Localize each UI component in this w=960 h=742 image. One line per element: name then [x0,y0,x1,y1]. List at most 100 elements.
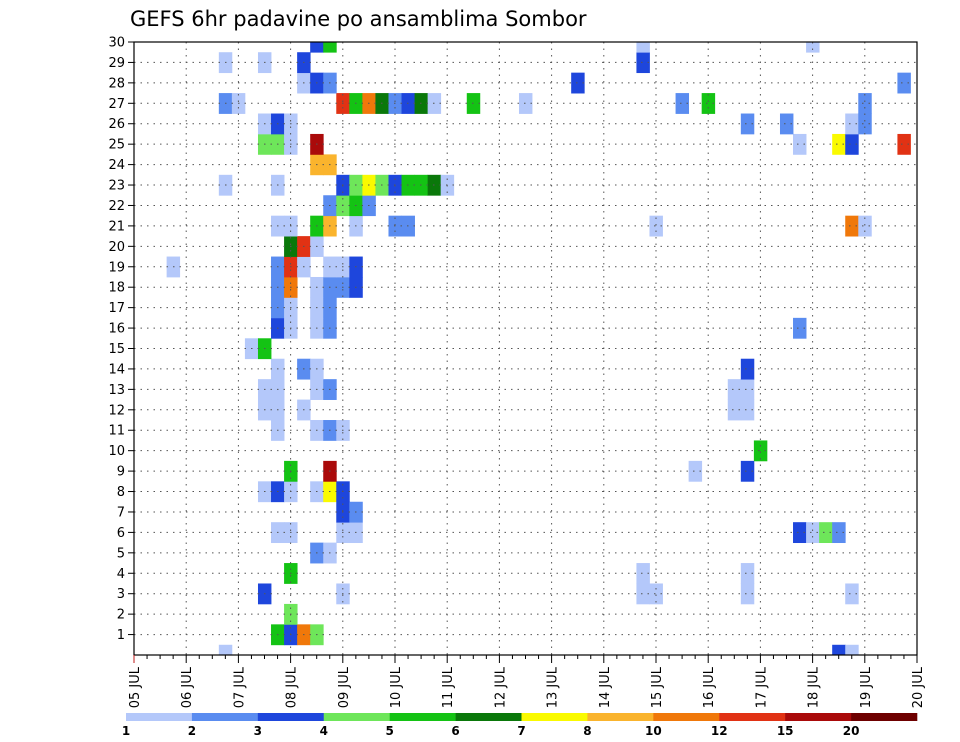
x-tick-label: 08 JUL [285,666,300,708]
heatmap-cell [845,215,859,237]
y-tick-label: 5 [117,546,125,561]
heatmap-cell [636,583,650,605]
colorbar-swatch [653,713,720,721]
heatmap-cells [166,42,911,655]
heatmap-cell [793,522,807,544]
heatmap-cell [845,113,859,135]
heatmap-cell [740,460,755,482]
colorbar-label: 4 [320,724,328,738]
y-tick-label: 19 [108,260,125,275]
x-tick-label: 14 JUL [598,666,613,708]
y-tick-label: 24 [108,158,125,173]
x-tick-label: 05 JUL [128,666,143,708]
x-tick-label: 11 JUL [441,666,456,708]
colorbar-label: 7 [517,724,525,738]
heatmap-cell [727,399,742,421]
colorbar-swatch [191,713,259,721]
heatmap-cell [858,215,872,237]
y-tick-label: 27 [108,97,125,112]
heatmap-cell [649,215,663,237]
y-tick-label: 8 [117,485,125,500]
heatmap-cell [740,563,755,584]
y-tick-label: 10 [108,444,125,459]
y-tick-label: 20 [108,240,125,255]
heatmap-cell [688,460,703,482]
colorbar-swatch [521,713,588,721]
heatmap-cell [701,93,716,114]
heatmap-cell [571,72,585,94]
heatmap-cell [753,440,768,462]
heatmap-cell [845,583,859,605]
y-tick-label: 30 [108,36,125,51]
y-tick-label: 17 [108,301,125,316]
y-tick-label: 4 [117,567,125,582]
heatmap-cell [832,133,846,155]
gridlines [134,41,917,655]
colorbar-label: 6 [451,724,459,738]
heatmap-cell [845,644,859,655]
colorbar-label: 10 [645,724,662,738]
colorbar-swatch [455,713,522,721]
heatmap-cell [806,42,820,53]
colorbar-label: 20 [843,724,860,738]
heatmap-cell [832,522,846,544]
y-tick-label: 21 [108,219,125,234]
heatmap-cell [740,399,755,421]
y-tick-label: 15 [108,342,125,357]
heatmap-cell [636,52,650,74]
colorbar-label: 2 [188,724,196,738]
heatmap-cell [793,133,807,155]
heatmap-cell [806,522,820,544]
y-tick-label: 14 [108,362,125,377]
y-tick-label: 28 [108,76,125,91]
y-tick-label: 12 [108,403,125,418]
colorbar-swatch [785,713,852,721]
heatmap-cell [636,563,650,584]
heatmap-cell [793,317,807,339]
heatmap-cell [740,113,755,135]
y-tick-label: 2 [117,608,125,623]
heatmap-cell [740,379,755,400]
y-tick-label: 7 [117,505,125,520]
x-tick-label: 17 JUL [754,666,769,708]
y-tick-label: 3 [117,587,125,602]
heatmap-cell [858,113,872,135]
y-tick-label: 16 [108,322,125,337]
heatmap-cell [779,113,794,135]
x-tick-label: 10 JUL [389,666,404,708]
x-tick-label: 19 JUL [859,666,874,708]
colorbar-label: 15 [777,724,794,738]
chart-title: GEFS 6hr padavine po ansamblima Sombor [130,7,587,31]
heatmap-cell [832,644,846,655]
y-tick-label: 22 [108,199,125,214]
heatmap-cell [310,42,324,53]
heatmap-cell [218,644,233,655]
heatmap-cell [675,93,690,114]
y-axis: 1234567891011121314151617181920212223242… [108,36,134,643]
colorbar-swatch [323,713,390,721]
x-tick-label: 16 JUL [702,666,717,708]
colorbar-label: 1 [122,724,130,738]
y-tick-label: 25 [108,138,125,153]
x-tick-label: 18 JUL [807,666,822,708]
y-tick-label: 6 [117,526,125,541]
y-tick-label: 23 [108,179,125,194]
y-tick-label: 9 [117,465,125,480]
x-tick-label: 06 JUL [180,666,195,708]
y-tick-label: 11 [108,424,125,439]
heatmap-cell [323,42,337,53]
colorbar-legend: 1 2 3 4 5 6 7 8 10 12 15 20 [122,713,918,738]
y-tick-label: 13 [108,383,125,398]
heatmap-cell [466,93,481,114]
heatmap-cell [858,93,872,114]
y-tick-label: 29 [108,56,125,71]
x-tick-label: 20 JUL [911,666,926,708]
heatmap-cell [897,133,911,155]
x-tick-label: 07 JUL [232,666,247,708]
y-tick-label: 1 [117,628,125,643]
colorbar-label: 12 [711,724,728,738]
colorbar-label: 3 [254,724,262,738]
heatmap-cell [649,583,663,605]
colorbar-label: 8 [583,724,591,738]
